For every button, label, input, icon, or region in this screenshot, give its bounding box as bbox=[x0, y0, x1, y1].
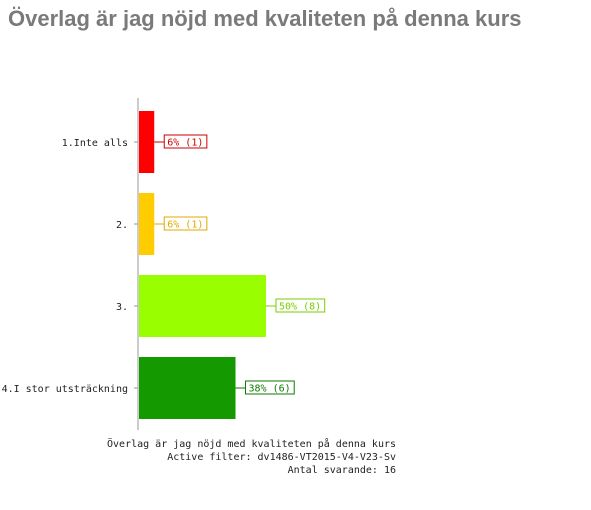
category-label: 2. bbox=[116, 220, 128, 231]
category-label: 1.Inte alls bbox=[62, 138, 128, 149]
value-label: 6% (1) bbox=[167, 138, 203, 149]
footer-question: Överlag är jag nöjd med kvaliteten på de… bbox=[107, 437, 396, 450]
footer-active-filter: Active filter: dv1486-VT2015-V4-V23-Sv bbox=[167, 452, 396, 463]
footer-respondent-count: Antal svarande: 16 bbox=[288, 465, 396, 476]
chart-footer: Överlag är jag nöjd med kvaliteten på de… bbox=[107, 437, 396, 476]
bars-group: 1.Inte alls 6% (1) 2. 6% (1) 3. 50% (8) 4.I st… bbox=[2, 111, 326, 419]
category-label: 3. bbox=[116, 302, 128, 313]
bar bbox=[139, 275, 266, 337]
value-label-box bbox=[245, 380, 295, 395]
value-label: 38% (6) bbox=[249, 384, 291, 395]
bar bbox=[139, 357, 236, 419]
bar bbox=[139, 111, 155, 173]
value-label: 6% (1) bbox=[167, 220, 203, 231]
value-label: 50% (8) bbox=[279, 302, 321, 313]
category-label: 4.I stor utsträckning bbox=[2, 384, 128, 395]
page-title: Överlag är jag nöjd med kvaliteten på de… bbox=[8, 6, 522, 31]
bar bbox=[139, 193, 155, 255]
value-label-box bbox=[163, 134, 208, 149]
value-label-box bbox=[275, 298, 326, 313]
value-label-box bbox=[163, 216, 208, 231]
